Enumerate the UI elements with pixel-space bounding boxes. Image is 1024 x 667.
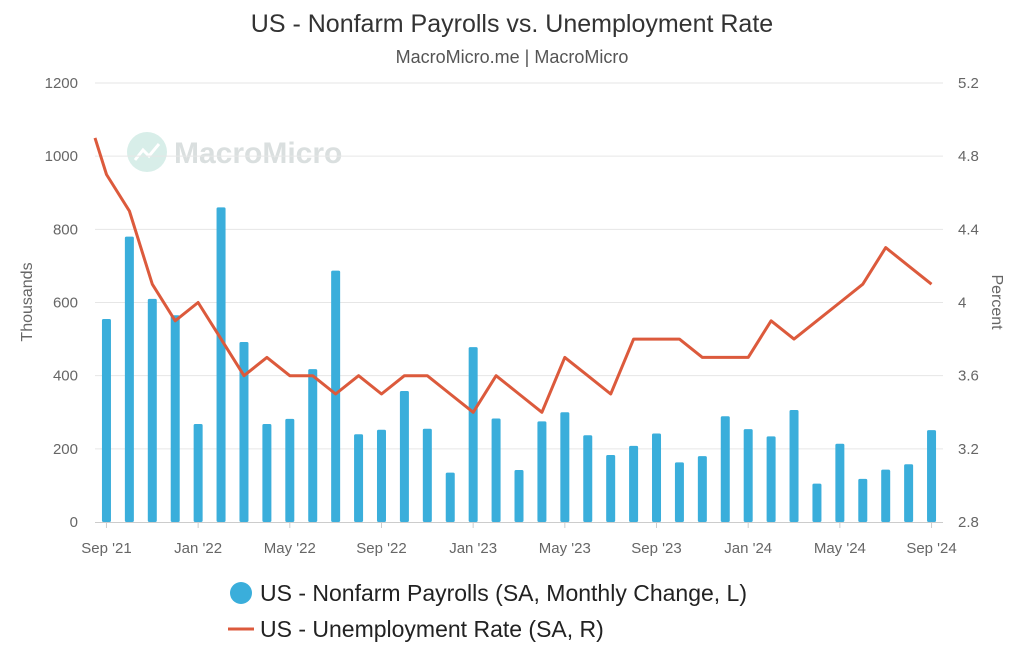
x-tick-label: Sep '23: [631, 540, 681, 557]
bar-series: [101, 207, 937, 522]
bar[interactable]: [583, 435, 593, 522]
legend-item-payrolls[interactable]: US - Nonfarm Payrolls (SA, Monthly Chang…: [230, 580, 747, 606]
legend: US - Nonfarm Payrolls (SA, Monthly Chang…: [228, 580, 747, 642]
bar[interactable]: [766, 436, 776, 522]
right-tick-label: 3.6: [958, 368, 979, 385]
bar[interactable]: [514, 470, 524, 522]
bar[interactable]: [331, 270, 341, 522]
bar[interactable]: [354, 434, 364, 522]
bar[interactable]: [812, 483, 822, 522]
bar[interactable]: [904, 464, 914, 522]
right-tick-label: 4: [958, 295, 966, 312]
bar[interactable]: [927, 430, 937, 522]
bar[interactable]: [101, 318, 111, 522]
left-tick-label: 1200: [45, 75, 78, 92]
x-tick-label: May '23: [539, 540, 591, 557]
bar[interactable]: [445, 472, 455, 522]
legend-label-unemployment: US - Unemployment Rate (SA, R): [260, 616, 604, 642]
bar[interactable]: [858, 478, 868, 522]
right-tick-label: 2.8: [958, 514, 979, 531]
right-tick-label: 4.8: [958, 148, 979, 165]
bar[interactable]: [147, 298, 157, 522]
bar[interactable]: [468, 347, 478, 522]
x-tick-label: Jan '24: [724, 540, 772, 557]
right-tick-label: 4.4: [958, 221, 979, 238]
x-tick-label: Sep '21: [81, 540, 131, 557]
bar[interactable]: [789, 410, 799, 522]
bar[interactable]: [262, 423, 272, 522]
watermark-text: MacroMicro: [174, 137, 342, 170]
bar[interactable]: [720, 416, 730, 522]
bar[interactable]: [308, 369, 318, 522]
left-tick-label: 1000: [45, 148, 78, 165]
bar[interactable]: [743, 429, 753, 522]
chart-subtitle: MacroMicro.me | MacroMicro: [396, 47, 629, 67]
left-tick-label: 800: [53, 221, 78, 238]
x-tick-label: Jan '22: [174, 540, 222, 557]
unemployment-line[interactable]: [93, 137, 933, 414]
bar[interactable]: [560, 412, 570, 522]
bar[interactable]: [216, 207, 226, 522]
line-series: [93, 137, 933, 414]
bar[interactable]: [835, 443, 845, 522]
chart-title: US - Nonfarm Payrolls vs. Unemployment R…: [251, 10, 773, 38]
watermark: MacroMicro: [127, 132, 342, 172]
bar[interactable]: [170, 315, 180, 522]
bar[interactable]: [422, 428, 432, 522]
x-tick-label: Sep '22: [356, 540, 406, 557]
bar[interactable]: [629, 445, 639, 522]
bar[interactable]: [674, 462, 684, 522]
watermark-logo-chart-icon: [133, 143, 161, 161]
bar[interactable]: [376, 429, 386, 522]
x-tick-label: Sep '24: [906, 540, 956, 557]
bar[interactable]: [124, 236, 134, 522]
left-tick-label: 600: [53, 295, 78, 312]
legend-label-payrolls: US - Nonfarm Payrolls (SA, Monthly Chang…: [260, 580, 747, 606]
bar[interactable]: [537, 421, 547, 522]
bar[interactable]: [881, 469, 891, 522]
legend-swatch-bar: [230, 582, 252, 604]
bar[interactable]: [652, 433, 662, 522]
gridlines: [95, 82, 943, 450]
x-tick-label: May '24: [814, 540, 866, 557]
bar[interactable]: [697, 456, 707, 522]
x-tick-label: May '22: [264, 540, 316, 557]
bar[interactable]: [193, 423, 203, 522]
left-axis-title: Thousands: [19, 262, 36, 341]
left-axis-ticks: 0 200 400 600 800 1000 1200: [45, 75, 78, 531]
left-tick-label: 0: [70, 514, 78, 531]
bar[interactable]: [491, 418, 501, 522]
right-axis-title: Percent: [988, 274, 1005, 330]
bar[interactable]: [606, 455, 616, 522]
bar[interactable]: [239, 342, 249, 522]
right-tick-label: 3.2: [958, 441, 979, 458]
x-tick-label: Jan '23: [449, 540, 497, 557]
right-tick-label: 5.2: [958, 75, 979, 92]
left-tick-label: 400: [53, 368, 78, 385]
legend-item-unemployment[interactable]: US - Unemployment Rate (SA, R): [228, 616, 604, 642]
left-tick-label: 200: [53, 441, 78, 458]
right-axis-ticks: 2.8 3.2 3.6 4 4.4 4.8 5.2: [958, 75, 979, 531]
bar[interactable]: [399, 391, 409, 522]
bar[interactable]: [285, 418, 295, 522]
x-axis: Sep '21 Jan '22 May '22 Sep '22 Jan '23 May '…: [81, 522, 957, 557]
